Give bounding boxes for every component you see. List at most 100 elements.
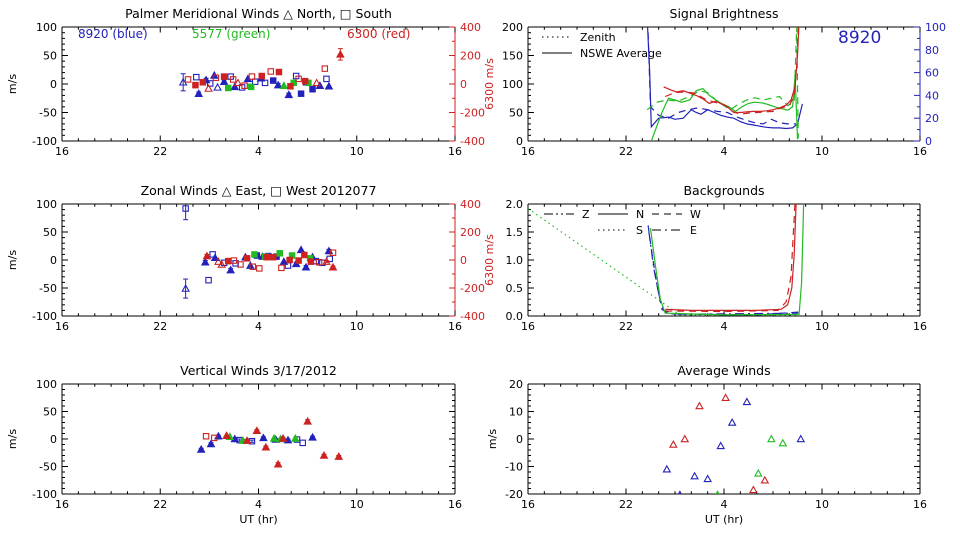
right-tick-label: -200 bbox=[460, 282, 485, 295]
x-tick-label: 16 bbox=[913, 498, 927, 511]
x-tick-label: 16 bbox=[913, 320, 927, 333]
x-tick-label: 4 bbox=[255, 320, 262, 333]
x-tick-label: 22 bbox=[153, 498, 167, 511]
right-tick-label: 0 bbox=[925, 135, 932, 148]
legend-label: Zenith bbox=[580, 31, 616, 44]
y-tick-label: 0 bbox=[50, 433, 57, 446]
x-tick-label: 10 bbox=[350, 145, 364, 158]
y-tick-label: 200 bbox=[502, 21, 523, 34]
legend-label: S bbox=[636, 224, 643, 237]
y-tick-label: -100 bbox=[32, 135, 57, 148]
x-tick-label: 16 bbox=[55, 498, 69, 511]
right-tick-label: -400 bbox=[460, 310, 485, 323]
y-tick-label: -100 bbox=[32, 488, 57, 501]
y-axis-label: m/s bbox=[6, 250, 19, 270]
y-tick-label: 50 bbox=[43, 406, 57, 419]
right-tick-label: 400 bbox=[460, 21, 481, 34]
y-tick-label: -50 bbox=[39, 282, 57, 295]
x-tick-label: 16 bbox=[448, 145, 462, 158]
cell-meridional-winds: 16 22 4 10 16 -100 -50 0 50 100 m/s -400 -200 0 200 400… bbox=[0, 0, 505, 180]
x-tick-label: 16 bbox=[448, 498, 462, 511]
y-tick-label: 0 bbox=[50, 78, 57, 91]
x-tick-label: 4 bbox=[721, 320, 728, 333]
right-tick-label: -200 bbox=[460, 107, 485, 120]
chart-title: Vertical Winds 3/17/2012 bbox=[180, 363, 337, 378]
chart-zonal-winds: 16 22 4 10 16-100-50050100m/s-400-2000200400… bbox=[6, 183, 496, 333]
x-axis-label: UT (hr) bbox=[705, 513, 743, 526]
right-tick-label: 40 bbox=[925, 89, 939, 102]
x-tick-label: 16 bbox=[448, 320, 462, 333]
y-tick-label: 20 bbox=[509, 378, 523, 391]
x-tick-label: 16 bbox=[913, 145, 927, 158]
legend-label: NSWE Average bbox=[580, 47, 662, 60]
right-tick-label: 100 bbox=[925, 21, 946, 34]
x-tick-label: 10 bbox=[815, 145, 829, 158]
chart-vertical-winds: 16 22 4 10 16 UT (hr) -100 -50 0 50 100 m/s Vertical… bbox=[6, 363, 462, 526]
y-tick-label: 100 bbox=[502, 78, 523, 91]
x-tick-label: 16 bbox=[55, 320, 69, 333]
right-tick-label: 200 bbox=[460, 50, 481, 63]
y-tick-label: -10 bbox=[505, 461, 523, 474]
cell-vertical-winds: 16 22 4 10 16 UT (hr) -100 -50 0 50 100 m/s Vertical… bbox=[0, 360, 505, 540]
y-tick-label: 10 bbox=[509, 406, 523, 419]
chart-title: Zonal Winds △ East, □ West 2012077 bbox=[141, 183, 377, 198]
x-tick-label: 22 bbox=[619, 145, 633, 158]
right-tick-label: 0 bbox=[460, 78, 467, 91]
chart-title: Average Winds bbox=[677, 363, 770, 378]
x-tick-label: 4 bbox=[255, 145, 262, 158]
data-points bbox=[196, 416, 344, 468]
y-tick-label: 50 bbox=[509, 107, 523, 120]
x-tick-label: 10 bbox=[350, 320, 364, 333]
x-tick-label: 10 bbox=[815, 320, 829, 333]
y-tick-label: -20 bbox=[505, 488, 523, 501]
chart-average-winds: 16 22 4 10 16 UT (hr) -20 -10 0 10 20 m/s Average Wi… bbox=[486, 363, 927, 526]
annotation: 8920 (blue) bbox=[78, 27, 148, 41]
right-tick-label: 80 bbox=[925, 44, 939, 57]
annotation: 6300 (red) bbox=[347, 27, 410, 41]
y-axis-label: m/s bbox=[486, 429, 499, 449]
y-tick-label: 1.5 bbox=[506, 226, 524, 239]
right-tick-label: 60 bbox=[925, 67, 939, 80]
x-tick-label: 22 bbox=[619, 320, 633, 333]
series-lines bbox=[646, 27, 803, 141]
right-tick-label: 200 bbox=[460, 226, 481, 239]
cell-zonal-winds: 16 22 4 10 16 -100 -50 0 50 100 m/s -400 -200 0 200 400… bbox=[0, 180, 505, 360]
right-tick-label: 400 bbox=[460, 198, 481, 211]
x-tick-label: 4 bbox=[255, 498, 262, 511]
series-lines bbox=[528, 204, 805, 316]
y-tick-label: 0 bbox=[516, 135, 523, 148]
x-tick-label: 16 bbox=[55, 145, 69, 158]
chart-signal-brightness: 16 22 4 10 16050100150200020406080100Signal … bbox=[502, 6, 946, 158]
y-tick-label: 100 bbox=[36, 378, 57, 391]
annotation: 8920 bbox=[838, 28, 881, 48]
legend-label: Z bbox=[582, 208, 590, 221]
y-axis-label: m/s bbox=[6, 429, 19, 449]
legend-label: W bbox=[690, 208, 701, 221]
right-tick-label: 0 bbox=[460, 254, 467, 267]
right-tick-label: -400 bbox=[460, 135, 485, 148]
y-tick-label: -50 bbox=[39, 107, 57, 120]
y-tick-label: 0 bbox=[516, 433, 523, 446]
x-tick-label: 4 bbox=[721, 498, 728, 511]
x-tick-label: 16 bbox=[521, 498, 535, 511]
y-tick-label: -100 bbox=[32, 310, 57, 323]
x-tick-label: 16 bbox=[521, 145, 535, 158]
y-tick-label: 50 bbox=[43, 226, 57, 239]
x-tick-label: 22 bbox=[153, 145, 167, 158]
x-tick-label: 10 bbox=[815, 498, 829, 511]
y-tick-label: 100 bbox=[36, 21, 57, 34]
y-tick-label: -50 bbox=[39, 461, 57, 474]
y-tick-label: 0 bbox=[50, 254, 57, 267]
legend-label: E bbox=[690, 224, 697, 237]
x-tick-label: 22 bbox=[153, 320, 167, 333]
y-tick-label: 0.5 bbox=[506, 282, 524, 295]
data-points bbox=[178, 48, 345, 99]
cell-average-winds: 16 22 4 10 16 UT (hr) -20 -10 0 10 20 m/s Average Wi… bbox=[480, 360, 960, 540]
annotation: 5577 (green) bbox=[192, 27, 270, 41]
y-tick-label: 2.0 bbox=[506, 198, 524, 211]
data-points bbox=[662, 393, 806, 494]
chart-title: Palmer Meridional Winds △ North, □ South bbox=[125, 6, 392, 21]
x-tick-label: 22 bbox=[619, 498, 633, 511]
